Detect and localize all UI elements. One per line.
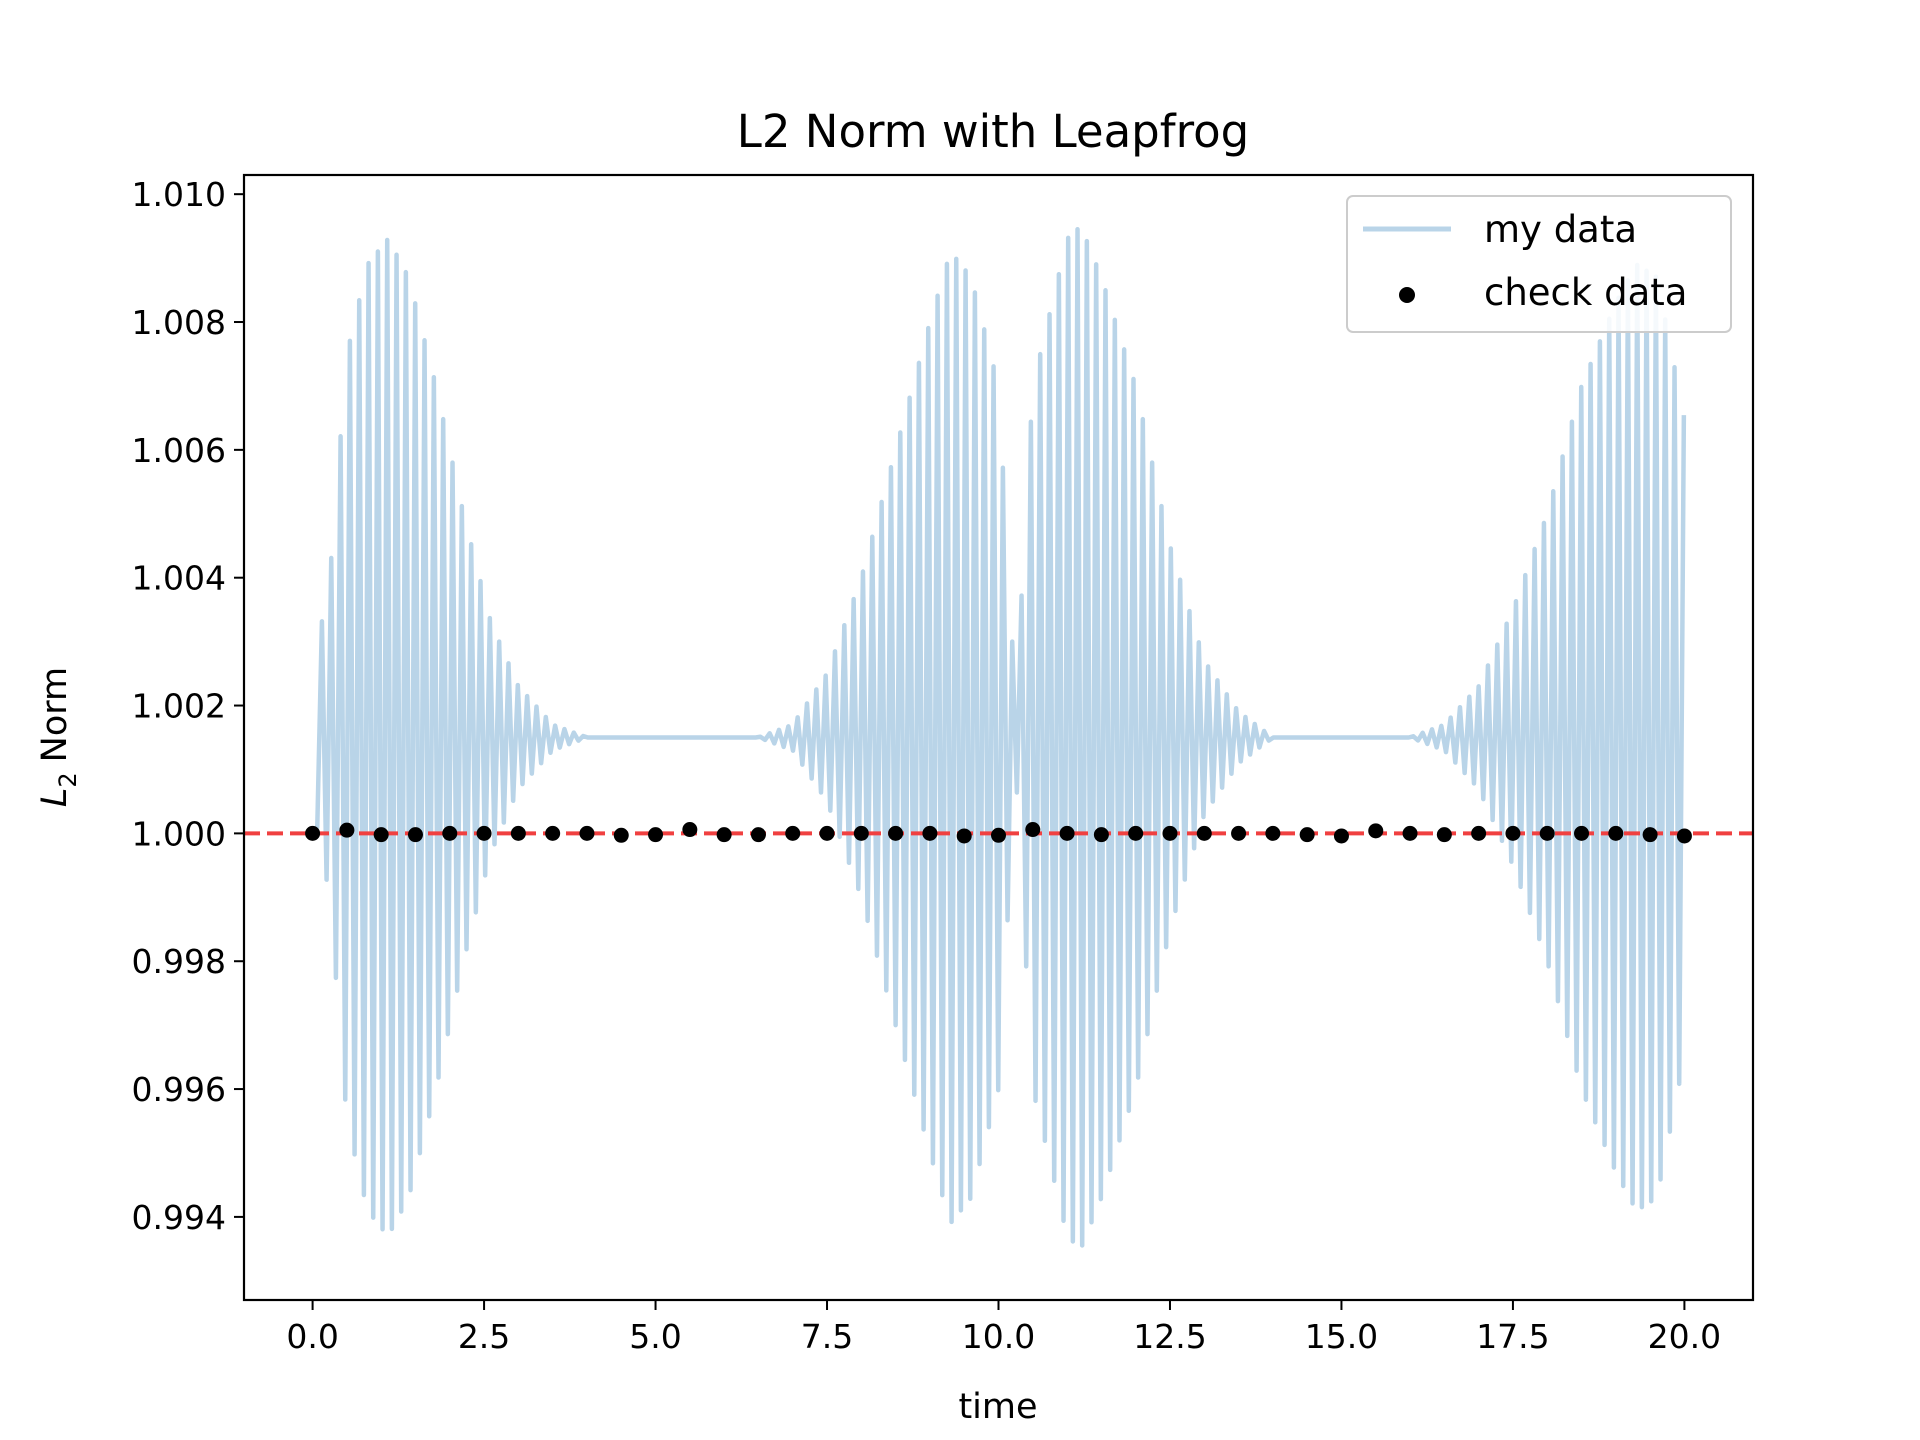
chart-title: L2 Norm with Leapfrog — [737, 105, 1249, 158]
x-axis: 0.0 2.5 5.0 7.5 10.0 12.5 15.0 17.5 20.0 — [286, 1300, 1721, 1356]
y-tick-label: 1.008 — [132, 303, 226, 342]
check-data-point — [682, 822, 698, 838]
check-data-point — [373, 827, 389, 843]
svg-text:L2Norm: L2 Norm — [35, 667, 82, 807]
y-axis-label-rest: Norm — [35, 667, 75, 762]
check-data-point — [1608, 825, 1624, 841]
y-tick-label: 1.006 — [132, 431, 226, 470]
my-data-line — [310, 226, 1687, 1248]
x-tick-label: 10.0 — [962, 1317, 1035, 1356]
x-tick-label: 15.0 — [1305, 1317, 1378, 1356]
y-axis-label-sub: 2 — [54, 772, 82, 787]
check-data-point — [1574, 825, 1590, 841]
check-data-point — [1093, 827, 1109, 843]
check-data-point — [1505, 825, 1521, 841]
x-axis-label: time — [958, 1387, 1037, 1427]
check-data-point — [853, 825, 869, 841]
x-tick-label: 17.5 — [1476, 1317, 1549, 1356]
check-data-point — [613, 827, 629, 843]
y-tick-label: 1.010 — [132, 175, 226, 214]
x-tick-label: 0.0 — [286, 1317, 338, 1356]
x-tick-label: 7.5 — [801, 1317, 853, 1356]
y-tick-label: 1.000 — [132, 814, 226, 853]
check-data-point — [750, 827, 766, 843]
check-data-point — [1676, 828, 1692, 844]
y-axis-label-main: L — [35, 788, 75, 808]
legend-label-my-data: my data — [1484, 208, 1637, 251]
check-data-point — [1471, 825, 1487, 841]
x-tick-label: 20.0 — [1648, 1317, 1721, 1356]
legend-dot-swatch — [1399, 287, 1415, 303]
check-data-point — [305, 825, 321, 841]
check-data-point — [956, 828, 972, 844]
check-data-point — [1231, 825, 1247, 841]
x-tick-label: 2.5 — [458, 1317, 510, 1356]
check-data-point — [1128, 825, 1144, 841]
check-data-point — [1025, 822, 1041, 838]
check-data-point — [339, 822, 355, 838]
check-data-point — [785, 825, 801, 841]
x-tick-label: 12.5 — [1133, 1317, 1206, 1356]
check-data-point — [1265, 825, 1281, 841]
check-data-point — [1299, 827, 1315, 843]
check-data-point — [1539, 825, 1555, 841]
y-tick-label: 1.002 — [132, 687, 226, 726]
check-data-point — [1642, 827, 1658, 843]
y-axis-label: L2 Norm — [35, 667, 82, 807]
y-tick-label: 0.994 — [132, 1198, 226, 1237]
check-data-point — [922, 825, 938, 841]
x-tick-label: 5.0 — [629, 1317, 681, 1356]
check-data-point — [716, 827, 732, 843]
check-data-point — [648, 827, 664, 843]
check-data-point — [476, 825, 492, 841]
series-my-data — [310, 226, 1687, 1248]
check-data-point — [579, 825, 595, 841]
check-data-point — [1059, 825, 1075, 841]
check-data-point — [510, 825, 526, 841]
check-data-point — [1402, 825, 1418, 841]
check-data-point — [1368, 823, 1384, 839]
check-data-point — [442, 825, 458, 841]
y-tick-label: 1.004 — [132, 559, 226, 598]
y-axis: 0.994 0.996 0.998 1.000 1.002 1.004 1.006 1.008… — [132, 175, 244, 1237]
check-data-point — [407, 827, 423, 843]
check-data-point — [1333, 828, 1349, 844]
y-tick-label: 0.996 — [132, 1070, 226, 1109]
check-data-point — [1162, 825, 1178, 841]
plot-area — [244, 226, 1753, 1248]
check-data-point — [888, 825, 904, 841]
check-data-point — [545, 825, 561, 841]
check-data-point — [1196, 825, 1212, 841]
y-tick-label: 0.998 — [132, 942, 226, 981]
check-data-point — [819, 825, 835, 841]
check-data-point — [991, 827, 1006, 843]
legend: my data check data — [1346, 195, 1732, 333]
check-data-point — [1436, 827, 1452, 843]
series-check-data — [305, 822, 1692, 844]
legend-label-check-data: check data — [1484, 271, 1687, 314]
